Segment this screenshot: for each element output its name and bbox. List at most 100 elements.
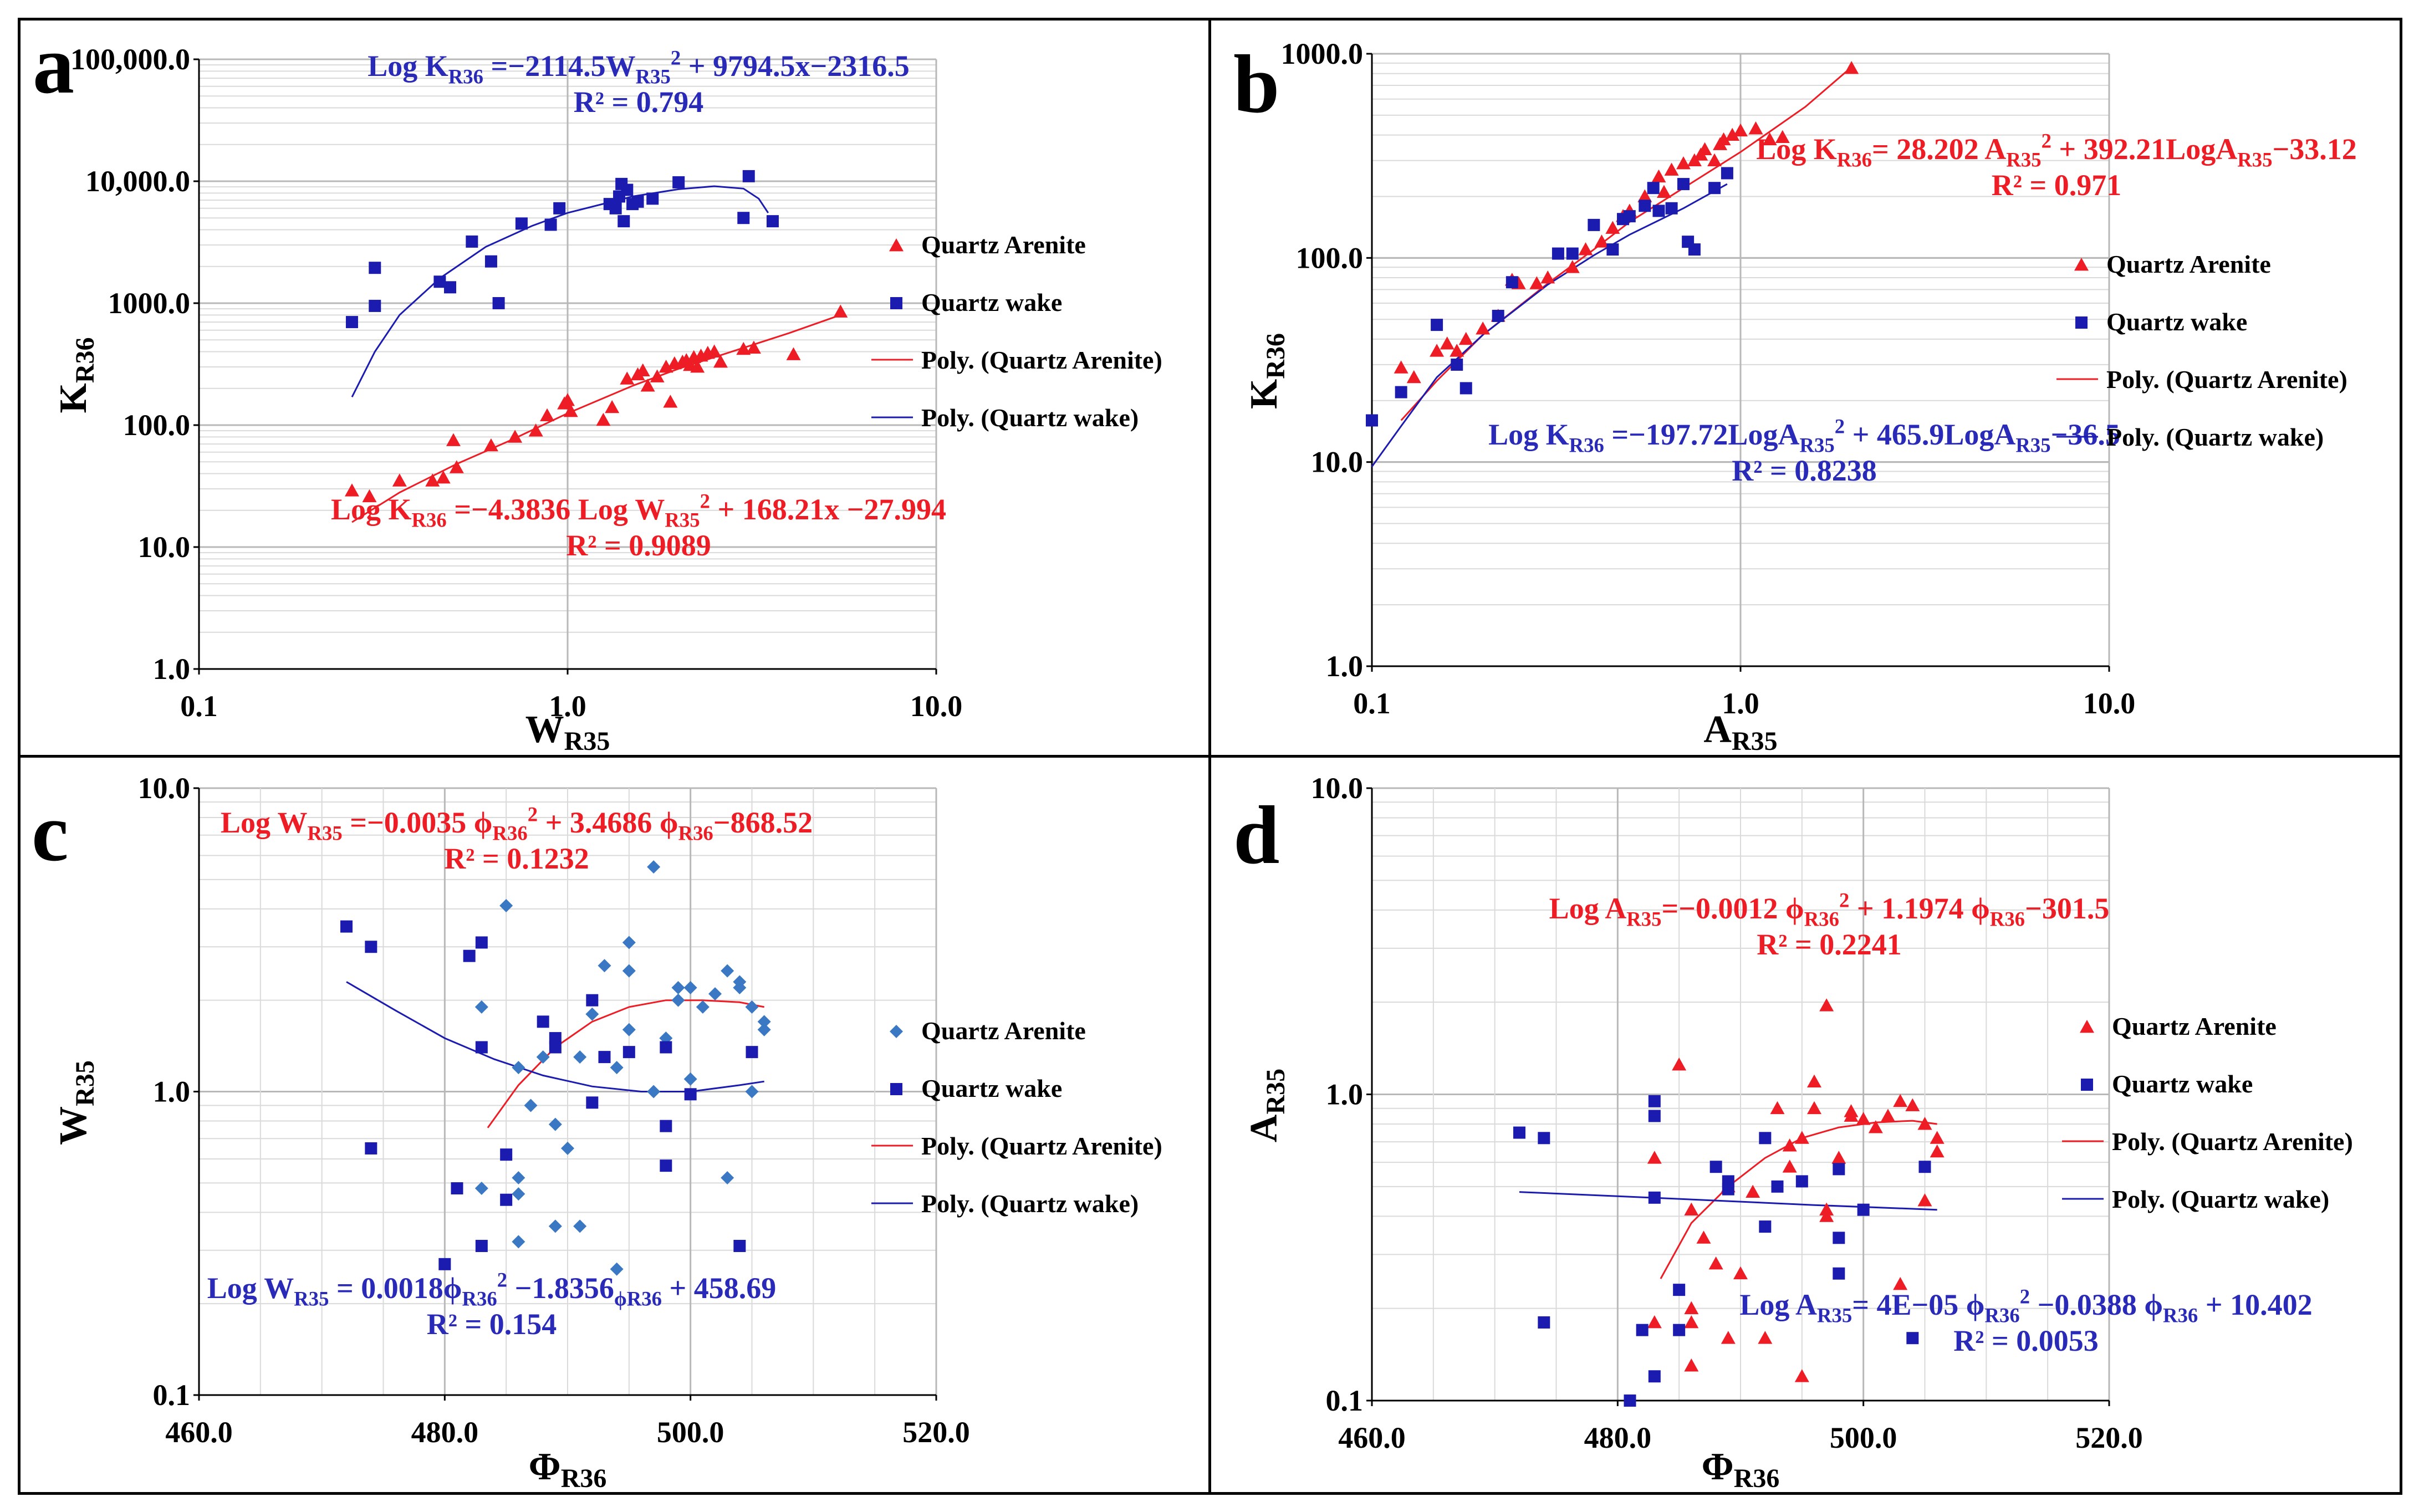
arenite-point-27 [683,1072,697,1086]
legend-label: Poly. (Quartz wake) [2106,423,2324,451]
arenite-point-34 [746,340,761,354]
wake-point-11 [537,1015,549,1028]
arenite-point-6 [1476,321,1491,335]
wake-point-19 [1688,243,1701,256]
arenite-point-28 [1881,1109,1895,1122]
wake-point-10 [553,202,566,214]
legend-label: Poly. (Quartz Arenite) [2112,1127,2353,1156]
series-arenite [1394,60,1859,384]
wake-point-0 [1366,414,1378,427]
arenite-point-34 [1844,60,1859,74]
y-tick-label: 100.0 [123,408,191,442]
wake-point-3 [433,275,446,288]
r-squared-wake: R² = 0.794 [574,85,703,119]
wake-point-6 [484,255,497,268]
arenite-point-25 [1697,142,1712,155]
y-tick-label: 10.0 [1311,446,1364,479]
x-tick-label: 0.1 [1353,687,1391,720]
arenite-point-9 [548,1117,562,1131]
arenite-point-31 [1905,1098,1920,1111]
arenite-point-37 [757,1023,771,1036]
wake-point-4 [444,281,457,294]
legend: Quartz Arenite Quartz wake Poly. (Quartz A… [2062,1012,2353,1213]
wake-point-1 [369,299,381,312]
y-tick-label: 1.0 [1326,1078,1364,1111]
arenite-point-18 [635,363,650,377]
x-tick-label: 480.0 [411,1416,479,1449]
arenite-point-22 [663,395,678,408]
legend-label: Quartz wake [2106,308,2247,336]
arenite-point-32 [713,354,728,368]
arenite-point-4 [1684,1301,1699,1315]
legend-label: Quartz wake [921,1074,1062,1102]
wake-point-20 [672,176,685,188]
wake-point-8 [1648,1370,1661,1383]
legend-label: Poly. (Quartz Arenite) [921,346,1162,374]
arenite-point-7 [483,438,498,452]
arenite-point-15 [1782,1138,1797,1152]
y-axis-label: KR36 [1243,333,1290,409]
wake-point-9 [500,1148,513,1161]
arenite-point-33 [733,981,747,995]
legend-label: Poly. (Quartz wake) [2112,1185,2329,1213]
x-tick-label: 1.0 [1722,687,1759,720]
wake-point-21 [737,212,750,224]
x-tick-label: 520.0 [902,1416,970,1449]
arenite-point-2 [499,899,513,913]
wake-point-14 [1759,1132,1772,1145]
arenite-point-36 [1819,1202,1834,1216]
arenite-point-1 [362,489,377,503]
arenite-point-2 [1672,1057,1687,1071]
trendline-arenite [351,314,841,523]
series-arenite [474,860,771,1276]
arenite-point-6 [512,1235,525,1249]
arenite-point-26 [1856,1112,1871,1125]
arenite-point-20 [622,936,636,949]
wake-point-19 [646,192,659,205]
legend-label: Quartz wake [2112,1070,2253,1098]
wake-point-22 [1906,1332,1919,1345]
gridlines [198,58,937,670]
arenite-point-12 [560,393,575,406]
arenite-point-11 [1540,270,1555,284]
arenite-point-15 [598,959,611,973]
arenite-point-0 [1647,1151,1662,1164]
arenite-point-35 [745,1085,759,1099]
y-tick-label: 1.0 [153,1075,191,1109]
wake-point-0 [340,920,353,933]
arenite-point-35 [786,347,801,360]
y-tick-label: 10,000.0 [85,165,190,198]
wake-point-5 [1492,309,1504,322]
arenite-point-19 [622,964,636,978]
trendline-arenite [487,999,764,1128]
y-axis-label: WR35 [52,1060,100,1145]
equation-wake: Log KR36 =−2114.5WR352 + 9794.5x−2316.5 [368,46,910,88]
arenite-point-19 [640,379,655,392]
wake-point-23 [746,1046,758,1059]
legend-label: Quartz Arenite [921,231,1086,259]
arenite-point-2 [392,473,407,487]
arenite-point-5 [1684,1315,1699,1329]
wake-point-23 [766,215,779,228]
wake-point-14 [586,994,599,1007]
arenite-point-26 [683,981,697,995]
wake-point-2 [1538,1316,1550,1329]
wake-point-21 [1721,167,1733,180]
arenite-point-34 [745,1000,759,1014]
r-squared-wake: R² = 0.8238 [1732,454,1876,487]
wake-point-7 [1648,1191,1661,1204]
series-arenite [1647,998,1945,1382]
wake-point-13 [1722,1183,1734,1196]
r-squared-wake: R² = 0.0053 [1953,1324,2098,1357]
wake-point-2 [365,1142,377,1155]
y-tick-label: 1.0 [1326,650,1364,683]
arenite-point-24 [671,981,685,995]
wake-point-16 [1771,1180,1784,1193]
x-axis-label: AR35 [1703,708,1777,755]
arenite-point-21 [1664,162,1679,176]
wake-point-7 [492,297,505,309]
arenite-point-8 [536,1050,550,1064]
arenite-point-5 [1458,331,1473,345]
x-tick-label: 0.1 [180,689,218,723]
wake-point-1 [1538,1132,1550,1145]
